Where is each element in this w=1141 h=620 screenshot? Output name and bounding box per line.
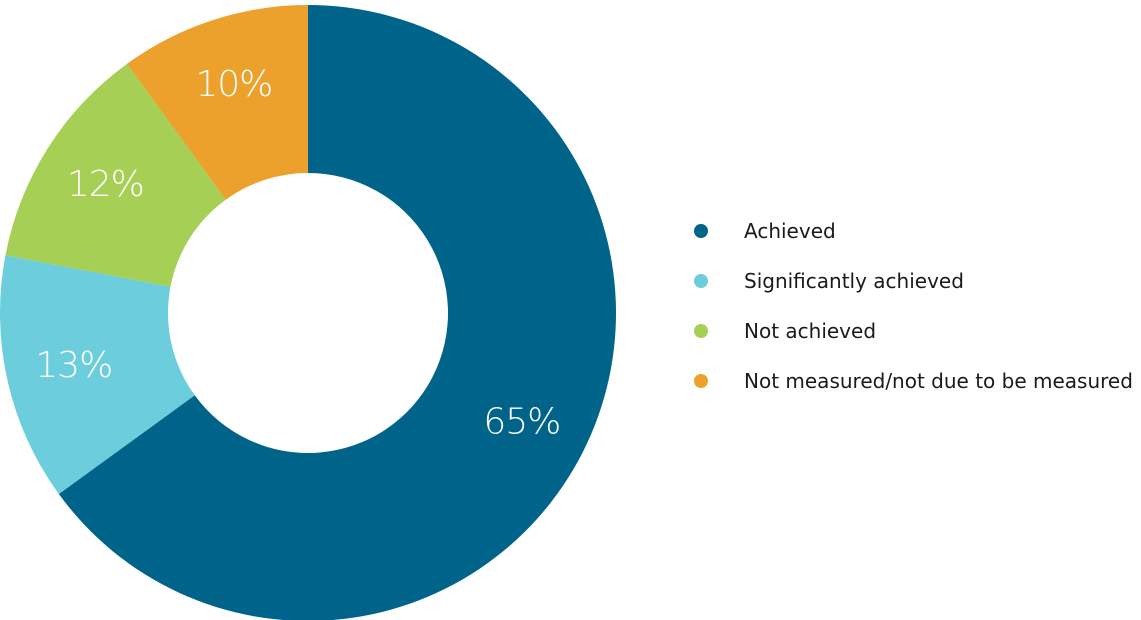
legend-swatch <box>694 274 708 288</box>
slice-value-label: 12% <box>67 164 144 205</box>
donut-slice-not-measured-not-due-to-be-measured <box>126 5 308 200</box>
legend-item: Not achieved <box>694 306 1133 356</box>
donut-slice-achieved <box>58 5 616 620</box>
legend-swatch <box>694 224 708 238</box>
legend-swatch <box>694 374 708 388</box>
legend-label: Achieved <box>744 219 836 243</box>
donut-slice-not-achieved <box>5 63 226 287</box>
slice-value-label: 13% <box>35 345 112 386</box>
donut-chart: 65% 13% 12% 10% <box>0 5 616 620</box>
legend-label: Not achieved <box>744 319 877 343</box>
legend-item: Achieved <box>694 206 1133 256</box>
slice-value-label: 65% <box>483 401 560 442</box>
donut-slice-significantly-achieved <box>0 255 195 495</box>
legend-item: Significantly achieved <box>694 256 1133 306</box>
slice-value-label: 10% <box>195 64 272 105</box>
legend-item: Not measured/not due to be measured <box>694 356 1133 406</box>
legend-label: Significantly achieved <box>744 269 964 293</box>
donut-slice-labels: 65% 13% 12% 10% <box>35 64 561 442</box>
legend-swatch <box>694 324 708 338</box>
legend-label: Not measured/not due to be measured <box>744 369 1133 393</box>
chart-legend: Achieved Significantly achieved Not achiev… <box>694 206 1133 406</box>
donut-slices <box>0 5 616 620</box>
